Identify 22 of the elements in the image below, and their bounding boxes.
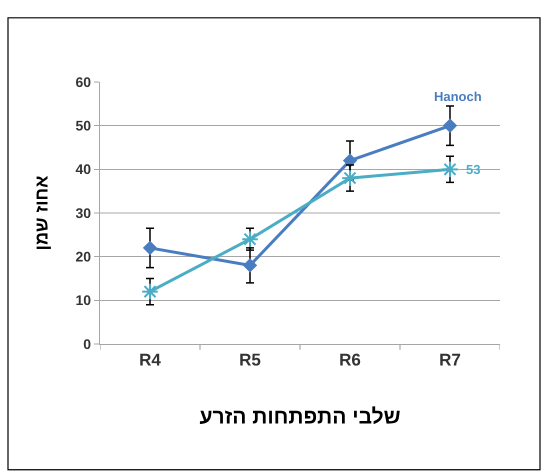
y-tick-label: 50	[76, 118, 92, 134]
y-tick-label: 60	[76, 74, 92, 90]
y-tick-label: 40	[76, 161, 92, 178]
x-tick-label: R5	[239, 350, 261, 370]
point	[242, 258, 258, 273]
point	[442, 118, 458, 133]
point	[441, 160, 459, 178]
point	[141, 282, 159, 300]
series-label: 53	[466, 162, 480, 177]
y-tick-label: 0	[83, 336, 92, 352]
y-tick-label: 20	[76, 248, 92, 265]
point	[142, 240, 158, 256]
point	[241, 230, 259, 248]
series-label: Hanoch	[434, 89, 482, 104]
x-tick-label: R7	[439, 350, 461, 370]
y-axis-title: אחוז שמן	[32, 176, 52, 250]
point	[341, 169, 359, 187]
y-tick-label: 30	[76, 204, 92, 221]
x-tick-label: R4	[139, 350, 162, 370]
x-axis-title: שלבי התפתחות הזרע	[199, 406, 401, 429]
x-tick-label: R6	[339, 350, 361, 370]
y-tick-label: 10	[76, 292, 92, 308]
